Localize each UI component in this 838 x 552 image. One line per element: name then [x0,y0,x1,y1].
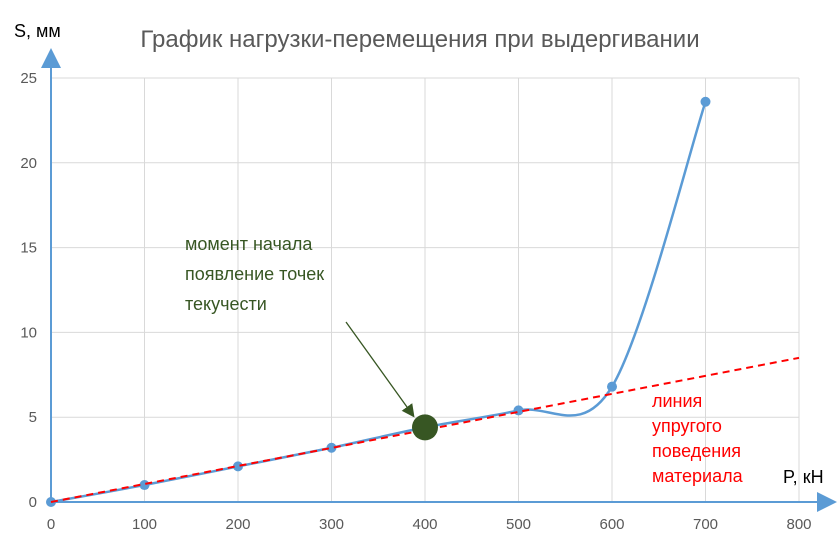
x-tick-label: 600 [599,516,624,533]
x-tick-label: 100 [132,516,157,533]
x-tick-label: 800 [786,516,811,533]
elastic-annotation-line: поведения [652,441,741,461]
elastic-annotation-line: упругого [652,416,722,436]
y-axis-label: S, мм [14,21,61,41]
y-tick-label: 10 [20,324,37,341]
x-tick-label: 400 [412,516,437,533]
series [46,96,800,507]
annotations: момент начала появление точек текучести лин… [185,234,744,486]
elastic-annotation: линия упругого поведения материала [652,391,744,486]
elastic-trend-line [50,356,800,503]
y-tick-label: 5 [29,409,37,426]
x-tick-label: 300 [319,516,344,533]
elastic-annotation-line: материала [652,466,744,486]
data-point [326,442,337,453]
yield-annotation: момент начала появление точек текучести [185,234,324,314]
yield-annotation-arrow [345,321,415,418]
elastic-annotation-line: линия [652,391,702,411]
y-tick-label: 0 [29,494,37,511]
yield-annotation-line: текучести [185,294,267,314]
x-tick-label: 700 [693,516,718,533]
load-displacement-curve [50,101,707,504]
chart-title: График нагрузки-перемещения при выдергив… [140,26,699,53]
y-tick-label: 25 [20,70,37,87]
x-tick-label: 0 [47,516,55,533]
data-point [513,405,524,416]
yield-annotation-line: появление точек [185,264,324,284]
data-point [233,461,243,472]
data-point [139,480,150,491]
x-axis-label: P, кН [783,467,824,487]
x-tick-label: 500 [506,516,531,533]
y-tick-label: 15 [20,240,37,257]
data-point [607,381,617,392]
tick-labels: 0 100 200 300 400 500 600 700 800 0 5 10 15 20 25 [20,70,811,533]
axes [41,48,837,512]
y-tick-label: 20 [20,155,37,172]
yield-annotation-line: момент начала [185,234,313,254]
yield-start-marker [412,414,438,441]
x-tick-label: 200 [225,516,250,533]
data-point [700,96,711,107]
